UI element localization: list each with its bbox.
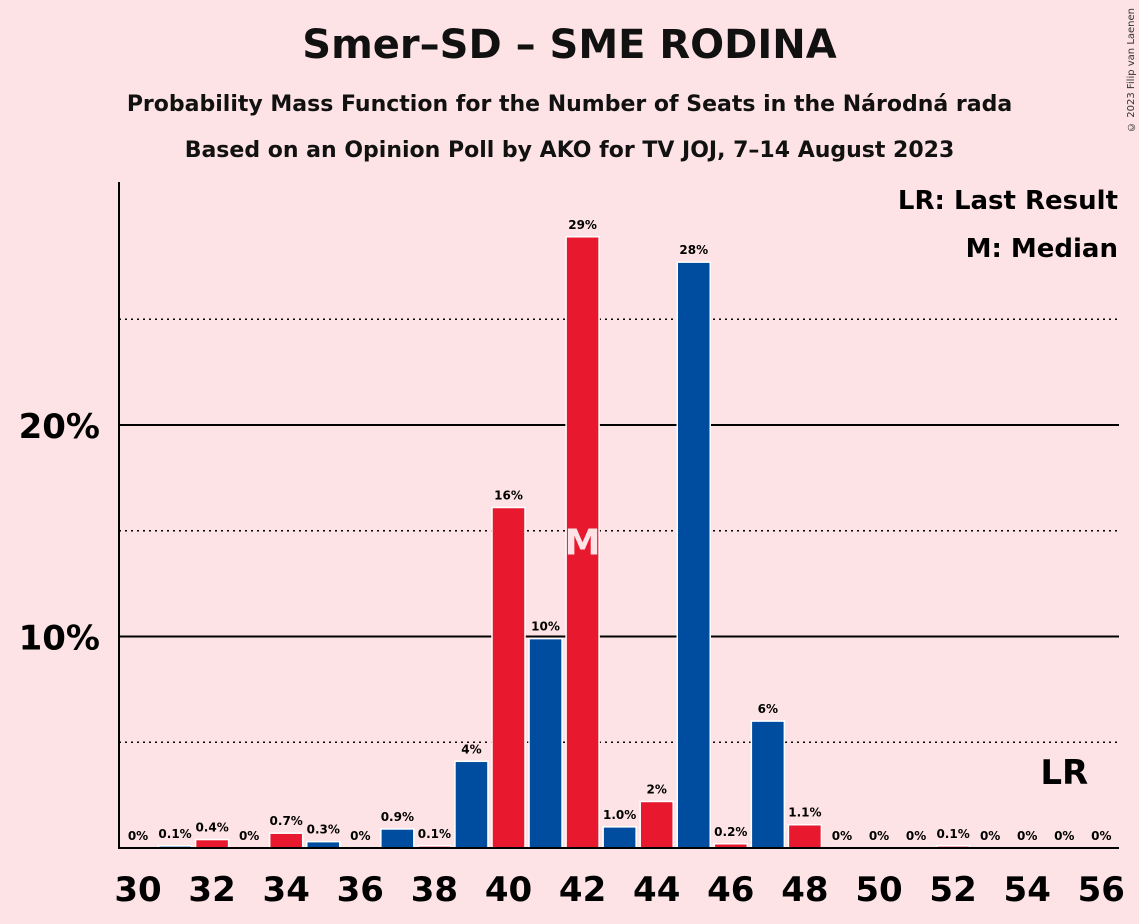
x-tick-label: 46	[707, 870, 754, 910]
bar-value-label: 0%	[1017, 829, 1037, 843]
bar-value-label: 28%	[679, 243, 708, 257]
bar-value-label: 0.1%	[418, 827, 451, 841]
chart-title: Smer–SD – SME RODINA	[302, 22, 837, 68]
bar-value-label: 0.9%	[381, 810, 414, 824]
bar-value-label: 4%	[461, 742, 481, 756]
bar-value-label: 16%	[494, 488, 523, 502]
x-tick-label: 40	[485, 870, 532, 910]
gridlines	[119, 318, 1119, 743]
chart-subtitle-source: Based on an Opinion Poll by AKO for TV J…	[184, 138, 955, 163]
legend-median: M: Median	[966, 234, 1118, 264]
bar-value-label: 0.7%	[270, 814, 303, 828]
bar-seat-37	[380, 828, 415, 849]
bar-value-labels: 0% 0.1% 0.4% 0% 0.7% 0.3% 0% 0.9% 0.1% 4% 16% 10% 29…	[128, 218, 1112, 843]
bar-value-label: 2%	[647, 782, 667, 796]
bar-seat-41	[528, 637, 563, 849]
x-tick-label: 30	[114, 870, 161, 910]
bar-value-label: 0.3%	[307, 823, 340, 837]
bar-value-label: 0%	[832, 829, 852, 843]
bar-value-label: 6%	[758, 702, 778, 716]
bar-seat-40	[491, 506, 526, 849]
chart-subtitle: Probability Mass Function for the Number…	[126, 92, 1013, 117]
x-tick-label: 44	[633, 870, 680, 910]
bar-seat-39	[454, 760, 489, 849]
bar-value-label: 0%	[869, 829, 889, 843]
last-result-marker: LR	[1040, 753, 1088, 793]
bar-value-label: 0%	[980, 829, 1000, 843]
bar-value-label: 0%	[1091, 829, 1111, 843]
x-tick-label: 48	[781, 870, 828, 910]
bar-value-label: 1.0%	[603, 808, 636, 822]
x-tick-label: 42	[559, 870, 606, 910]
bar-value-label: 29%	[568, 218, 597, 232]
bar-seat-34	[268, 832, 304, 849]
bar-value-label: 0%	[350, 829, 370, 843]
bar-seat-48	[787, 823, 823, 849]
x-tick-label: 56	[1078, 870, 1125, 910]
x-tick-label: 36	[337, 870, 384, 910]
x-tick-label: 50	[855, 870, 902, 910]
x-tick-label: 38	[411, 870, 458, 910]
bar-value-label: 0.1%	[936, 827, 969, 841]
y-axis-ticks: 10% 20%	[19, 407, 100, 659]
bar-value-label: 0%	[128, 829, 148, 843]
x-tick-label: 52	[929, 870, 976, 910]
bar-value-label: 0%	[906, 829, 926, 843]
markers: M LR	[565, 522, 1088, 793]
bar-value-label: 10%	[531, 620, 560, 634]
bar-value-label: 0.2%	[714, 825, 747, 839]
bar-value-label: 0.1%	[158, 827, 191, 841]
y-tick-label: 10%	[19, 619, 100, 659]
y-tick-label: 20%	[19, 407, 100, 447]
x-tick-label: 34	[263, 870, 310, 910]
x-tick-label: 32	[188, 870, 235, 910]
bar-seat-45	[676, 261, 711, 849]
legend-last-result: LR: Last Result	[898, 186, 1118, 216]
bar-seat-32	[194, 838, 230, 849]
bar-value-label: 0%	[1054, 829, 1074, 843]
bar-value-label: 0.4%	[195, 821, 228, 835]
x-axis-ticks: 30 32 34 36 38 40 42 44 46 48 50 52 54 56	[114, 870, 1125, 910]
bar-seat-43	[602, 826, 637, 849]
bar-seat-47	[750, 720, 786, 849]
bar-value-label: 1.1%	[788, 806, 821, 820]
median-marker: M	[565, 522, 601, 563]
x-tick-label: 54	[1004, 870, 1051, 910]
bar-seat-42	[565, 236, 600, 849]
bar-seat-44	[639, 800, 674, 849]
bar-value-label: 0%	[239, 829, 259, 843]
